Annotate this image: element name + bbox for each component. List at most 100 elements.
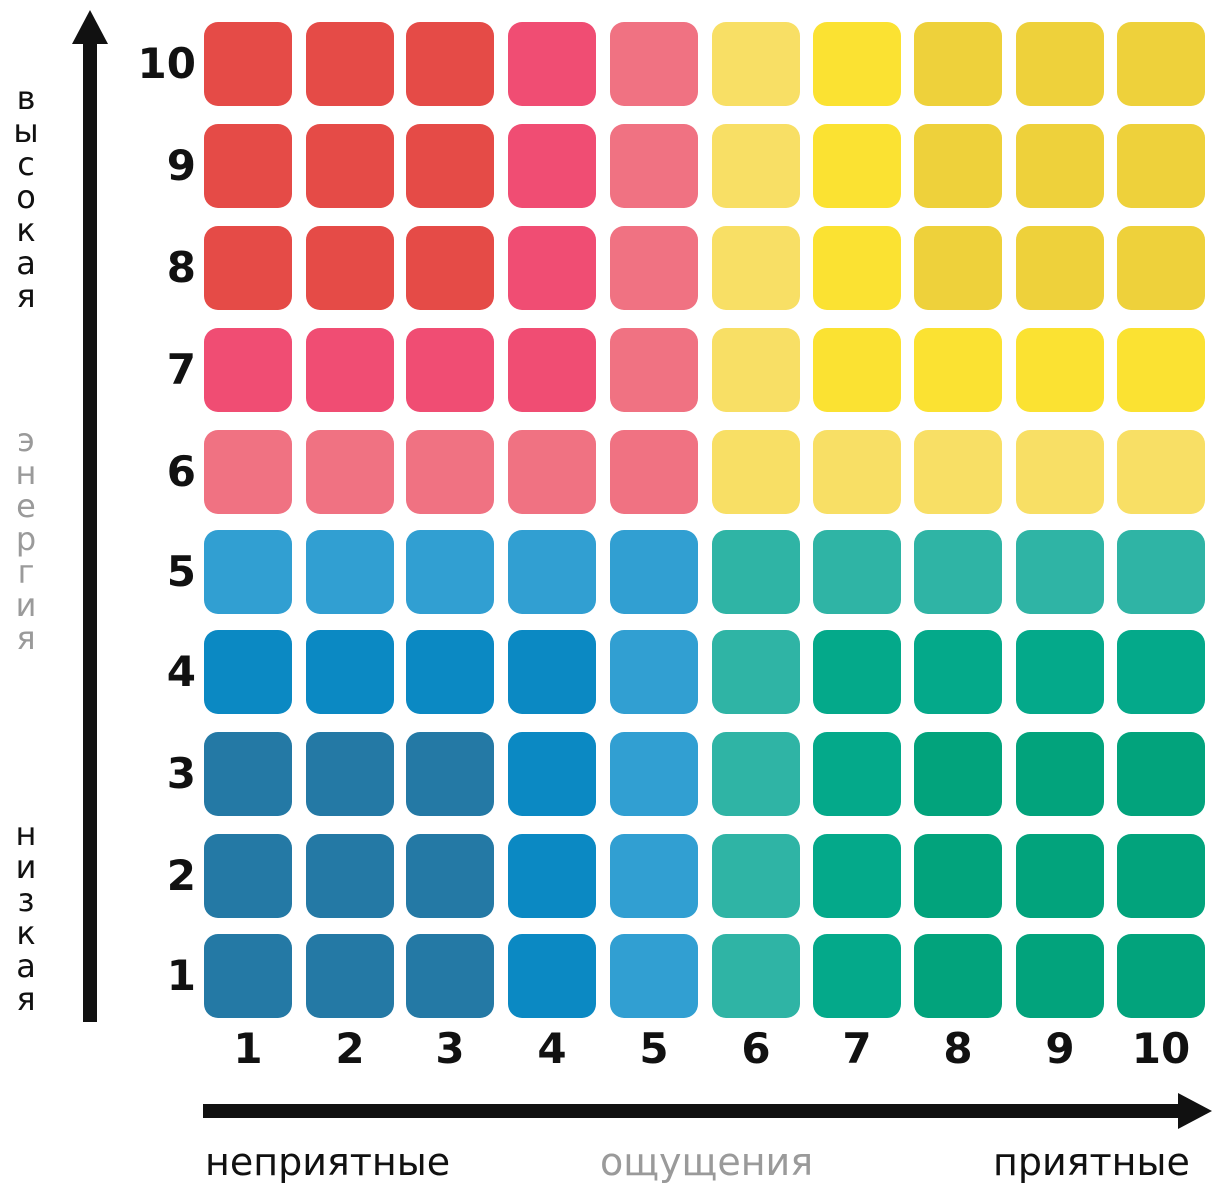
x-tick-label: 4 (537, 1024, 567, 1073)
grid-cell (508, 530, 596, 614)
grid-cell (204, 530, 292, 614)
grid-cell (712, 934, 800, 1018)
grid-cell (306, 22, 394, 106)
vertical-axis-line (83, 34, 97, 1022)
grid-cell (406, 328, 494, 412)
grid-cell (1117, 328, 1205, 412)
grid-cell (508, 124, 596, 208)
grid-cell (610, 630, 698, 714)
grid-cell (712, 630, 800, 714)
grid-cell (610, 732, 698, 816)
grid-cell (914, 430, 1002, 514)
y-tick-label: 9 (166, 141, 196, 190)
grid-cell (508, 22, 596, 106)
grid-cell (1016, 124, 1104, 208)
grid-cell (914, 732, 1002, 816)
grid-cell (712, 530, 800, 614)
x-tick-label: 1 (233, 1024, 263, 1073)
grid-cell (306, 530, 394, 614)
right-arrow-icon (1178, 1093, 1212, 1129)
x-tick-label: 5 (639, 1024, 669, 1073)
grid-cell (1016, 934, 1104, 1018)
grid-cell (306, 732, 394, 816)
grid-cell (1117, 22, 1205, 106)
grid-cell (204, 732, 292, 816)
energy-axis-title: энергия (15, 421, 37, 657)
grid-cell (204, 124, 292, 208)
grid-cell (406, 530, 494, 614)
y-tick-label: 1 (166, 951, 196, 1000)
grid-cell (712, 328, 800, 412)
y-tick-label: 7 (166, 345, 196, 394)
grid-cell (1117, 430, 1205, 514)
grid-cell (406, 630, 494, 714)
y-tick-label: 10 (137, 39, 196, 88)
x-tick-label: 3 (435, 1024, 465, 1073)
grid-cell (508, 834, 596, 918)
sensation-unpleasant-label: неприятные (205, 1140, 451, 1184)
horizontal-axis-line (203, 1104, 1183, 1118)
grid-cell (914, 530, 1002, 614)
sensation-pleasant-label: приятные (993, 1140, 1190, 1184)
grid-cell (1117, 124, 1205, 208)
grid-cell (204, 328, 292, 412)
grid-cell (1117, 630, 1205, 714)
grid-cell (1016, 328, 1104, 412)
grid-cell (914, 934, 1002, 1018)
x-tick-label: 2 (335, 1024, 365, 1073)
grid-cell (712, 124, 800, 208)
x-tick-label: 9 (1045, 1024, 1075, 1073)
grid-cell (306, 934, 394, 1018)
y-tick-label: 6 (166, 447, 196, 496)
grid-cell (306, 226, 394, 310)
x-tick-label: 8 (943, 1024, 973, 1073)
energy-low-label: низкая (15, 815, 37, 1018)
grid-cell (1117, 226, 1205, 310)
grid-cell (1117, 530, 1205, 614)
grid-cell (508, 430, 596, 514)
grid-cell (610, 934, 698, 1018)
grid-cell (406, 430, 494, 514)
y-tick-label: 2 (166, 851, 196, 900)
grid-cell (204, 630, 292, 714)
grid-cell (406, 22, 494, 106)
grid-cell (306, 430, 394, 514)
energy-high-label: высокая (13, 79, 39, 315)
grid-cell (1117, 934, 1205, 1018)
grid-cell (813, 430, 901, 514)
grid-cell (914, 226, 1002, 310)
grid-cell (406, 732, 494, 816)
grid-cell (204, 226, 292, 310)
up-arrow-icon (72, 10, 108, 44)
grid-cell (813, 630, 901, 714)
x-tick-label: 6 (741, 1024, 771, 1073)
y-tick-label: 8 (166, 243, 196, 292)
grid-cell (813, 226, 901, 310)
grid-cell (712, 732, 800, 816)
grid-cell (610, 834, 698, 918)
grid-cell (712, 22, 800, 106)
grid-cell (1117, 732, 1205, 816)
grid-cell (406, 934, 494, 1018)
grid-cell (508, 226, 596, 310)
grid-cell (813, 732, 901, 816)
grid-cell (306, 834, 394, 918)
y-tick-label: 5 (166, 547, 196, 596)
grid-cell (1016, 430, 1104, 514)
grid-cell (508, 934, 596, 1018)
sensation-axis-title: ощущения (600, 1140, 814, 1184)
grid-cell (610, 328, 698, 412)
grid-cell (1016, 226, 1104, 310)
grid-cell (914, 630, 1002, 714)
grid-cell (813, 124, 901, 208)
y-tick-label: 4 (166, 647, 196, 696)
grid-cell (610, 22, 698, 106)
y-tick-label: 3 (166, 749, 196, 798)
grid-cell (712, 226, 800, 310)
grid-cell (406, 226, 494, 310)
grid-cell (1016, 834, 1104, 918)
grid-cell (914, 328, 1002, 412)
grid-cell (306, 630, 394, 714)
grid-cell (914, 22, 1002, 106)
grid-cell (712, 430, 800, 514)
